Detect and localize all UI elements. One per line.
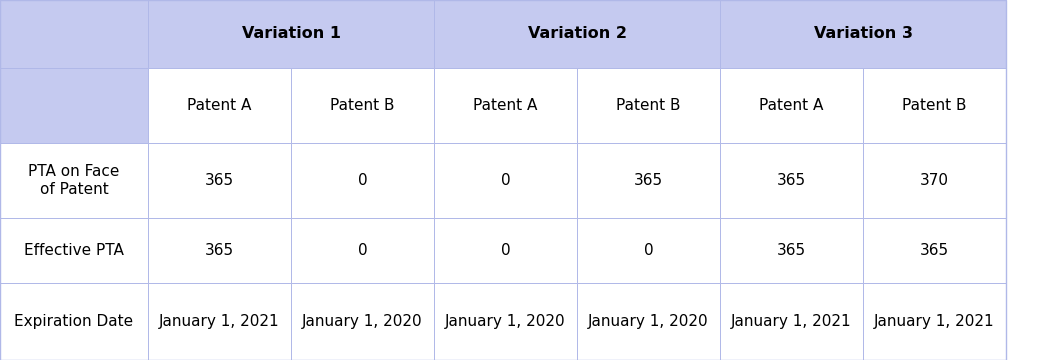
- Bar: [863, 68, 1006, 143]
- Bar: [148, 68, 291, 143]
- Bar: [291, 283, 434, 360]
- Text: 0: 0: [358, 173, 367, 188]
- Bar: [148, 143, 291, 218]
- Text: Variation 2: Variation 2: [527, 27, 627, 41]
- Text: 370: 370: [920, 173, 949, 188]
- Bar: [291, 218, 434, 283]
- Text: 365: 365: [205, 243, 234, 258]
- Text: 0: 0: [501, 243, 510, 258]
- Bar: [434, 0, 720, 68]
- Text: Patent B: Patent B: [331, 98, 395, 113]
- Bar: [863, 218, 1006, 283]
- Text: Patent A: Patent A: [759, 98, 823, 113]
- Text: 0: 0: [358, 243, 367, 258]
- Bar: [0, 143, 148, 218]
- Bar: [578, 68, 720, 143]
- Bar: [578, 283, 720, 360]
- Bar: [720, 0, 1006, 68]
- Bar: [434, 68, 578, 143]
- Text: 365: 365: [634, 173, 663, 188]
- Text: 365: 365: [777, 173, 806, 188]
- Text: PTA on Face
of Patent: PTA on Face of Patent: [28, 164, 120, 197]
- Bar: [434, 283, 578, 360]
- Bar: [720, 218, 863, 283]
- Text: January 1, 2021: January 1, 2021: [875, 314, 994, 329]
- Bar: [291, 68, 434, 143]
- Bar: [148, 0, 434, 68]
- Bar: [148, 218, 291, 283]
- Bar: [148, 283, 291, 360]
- Bar: [0, 283, 148, 360]
- Bar: [863, 143, 1006, 218]
- Bar: [434, 143, 578, 218]
- Text: January 1, 2021: January 1, 2021: [160, 314, 279, 329]
- Text: Effective PTA: Effective PTA: [24, 243, 124, 258]
- Text: January 1, 2020: January 1, 2020: [445, 314, 566, 329]
- Text: 0: 0: [644, 243, 653, 258]
- Text: Patent A: Patent A: [187, 98, 252, 113]
- Bar: [0, 68, 148, 143]
- Bar: [578, 218, 720, 283]
- Text: Patent B: Patent B: [616, 98, 680, 113]
- Bar: [578, 143, 720, 218]
- Bar: [434, 218, 578, 283]
- Text: 365: 365: [777, 243, 806, 258]
- Bar: [863, 283, 1006, 360]
- Text: Variation 1: Variation 1: [242, 27, 340, 41]
- Text: 0: 0: [501, 173, 510, 188]
- Text: January 1, 2021: January 1, 2021: [731, 314, 852, 329]
- Bar: [0, 0, 148, 68]
- Text: Variation 3: Variation 3: [814, 27, 912, 41]
- Bar: [720, 143, 863, 218]
- Bar: [291, 143, 434, 218]
- Text: 365: 365: [920, 243, 949, 258]
- Text: January 1, 2020: January 1, 2020: [302, 314, 423, 329]
- Text: Patent A: Patent A: [474, 98, 538, 113]
- Bar: [0, 218, 148, 283]
- Text: Patent B: Patent B: [902, 98, 967, 113]
- Text: Expiration Date: Expiration Date: [15, 314, 133, 329]
- Bar: [720, 283, 863, 360]
- Text: January 1, 2020: January 1, 2020: [588, 314, 709, 329]
- Text: 365: 365: [205, 173, 234, 188]
- Bar: [720, 68, 863, 143]
